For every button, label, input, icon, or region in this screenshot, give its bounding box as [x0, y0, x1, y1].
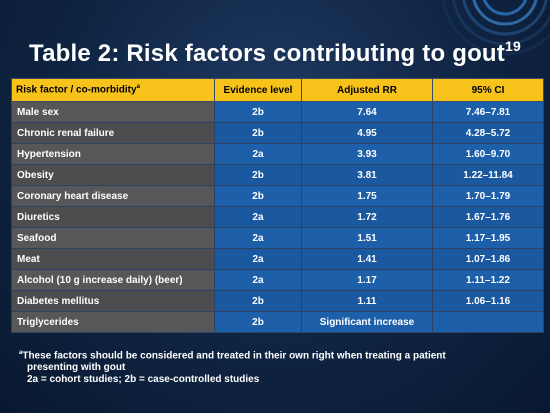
- header-risk-factor-label: Risk factor / co-morbidity: [16, 84, 137, 96]
- table-row: Chronic renal failure 2b 4.95 4.28–5.72: [11, 122, 544, 144]
- evidence-cell: 2a: [214, 143, 302, 165]
- evidence-cell: 2b: [214, 311, 302, 333]
- ci-cell: 1.11–1.22: [432, 269, 544, 291]
- rr-cell: Significant increase: [301, 311, 433, 333]
- footnote-line-2: presenting with gout: [27, 362, 126, 374]
- ci-cell: 1.07–1.86: [432, 248, 544, 270]
- table-row: Obesity 2b 3.81 1.22–11.84: [11, 164, 544, 186]
- ci-cell: 4.28–5.72: [432, 122, 544, 144]
- footnote-marker: a: [19, 350, 23, 356]
- ci-cell: 1.22–11.84: [432, 164, 544, 186]
- table-row: Triglycerides 2b Significant increase: [11, 311, 544, 333]
- slide-title: Table 2: Risk factors contributing to go…: [0, 38, 550, 68]
- risk-factor-cell: Diuretics: [11, 206, 215, 228]
- header-risk-factor: Risk factor / co-morbiditya: [11, 78, 215, 102]
- risk-factor-cell: Coronary heart disease: [11, 185, 215, 207]
- title-reference: 19: [504, 38, 521, 54]
- rr-cell: 3.93: [301, 143, 433, 165]
- evidence-cell: 2a: [214, 248, 302, 270]
- risk-factor-cell: Male sex: [11, 101, 215, 123]
- decorative-arcs: [442, 0, 550, 56]
- evidence-cell: 2a: [214, 269, 302, 291]
- ci-cell: 7.46–7.81: [432, 101, 544, 123]
- table-row: Seafood 2a 1.51 1.17–1.95: [11, 227, 544, 249]
- header-footnote-marker: a: [136, 84, 140, 91]
- risk-factor-cell: Hypertension: [11, 143, 215, 165]
- rr-cell: 1.17: [301, 269, 433, 291]
- rr-cell: 1.41: [301, 248, 433, 270]
- rr-cell: 3.81: [301, 164, 433, 186]
- footnote-line-1: These factors should be considered and t…: [22, 350, 446, 362]
- evidence-cell: 2b: [214, 122, 302, 144]
- table-row: Diabetes mellitus 2b 1.11 1.06–1.16: [11, 290, 544, 312]
- risk-factor-cell: Obesity: [11, 164, 215, 186]
- risk-factor-cell: Alcohol (10 g increase daily) (beer): [11, 269, 215, 291]
- table-row: Alcohol (10 g increase daily) (beer) 2a …: [11, 269, 544, 291]
- table-row: Coronary heart disease 2b 1.75 1.70–1.79: [11, 185, 544, 207]
- table-row: Diuretics 2a 1.72 1.67–1.76: [11, 206, 544, 228]
- ci-cell: 1.06–1.16: [432, 290, 544, 312]
- table-row: Hypertension 2a 3.93 1.60–9.70: [11, 143, 544, 165]
- ci-cell: 1.70–1.79: [432, 185, 544, 207]
- evidence-cell: 2a: [214, 206, 302, 228]
- evidence-cell: 2b: [214, 164, 302, 186]
- rr-cell: 1.75: [301, 185, 433, 207]
- ci-cell: 1.17–1.95: [432, 227, 544, 249]
- rr-cell: 7.64: [301, 101, 433, 123]
- footnote-evidence-legend: 2a = cohort studies; 2b = case-controlle…: [27, 374, 260, 386]
- risk-factor-cell: Triglycerides: [11, 311, 215, 333]
- header-evidence-level: Evidence level: [214, 78, 302, 102]
- risk-factor-cell: Chronic renal failure: [11, 122, 215, 144]
- rr-cell: 4.95: [301, 122, 433, 144]
- risk-factor-cell: Meat: [11, 248, 215, 270]
- table-row: Male sex 2b 7.64 7.46–7.81: [11, 101, 544, 123]
- evidence-cell: 2b: [214, 185, 302, 207]
- ci-cell: 1.67–1.76: [432, 206, 544, 228]
- ci-cell: [432, 311, 544, 333]
- header-95-ci: 95% CI: [432, 78, 544, 102]
- rr-cell: 1.11: [301, 290, 433, 312]
- footnote: aThese factors should be considered and …: [19, 347, 539, 386]
- title-text: Table 2: Risk factors contributing to go…: [29, 40, 505, 67]
- rr-cell: 1.72: [301, 206, 433, 228]
- evidence-cell: 2b: [214, 290, 302, 312]
- evidence-cell: 2b: [214, 101, 302, 123]
- risk-factors-table: Risk factor / co-morbiditya Evidence lev…: [11, 78, 544, 333]
- header-adjusted-rr: Adjusted RR: [301, 78, 433, 102]
- ci-cell: 1.60–9.70: [432, 143, 544, 165]
- table-row: Meat 2a 1.41 1.07–1.86: [11, 248, 544, 270]
- risk-factor-cell: Seafood: [11, 227, 215, 249]
- risk-factor-cell: Diabetes mellitus: [11, 290, 215, 312]
- rr-cell: 1.51: [301, 227, 433, 249]
- evidence-cell: 2a: [214, 227, 302, 249]
- table-header-row: Risk factor / co-morbiditya Evidence lev…: [11, 78, 544, 102]
